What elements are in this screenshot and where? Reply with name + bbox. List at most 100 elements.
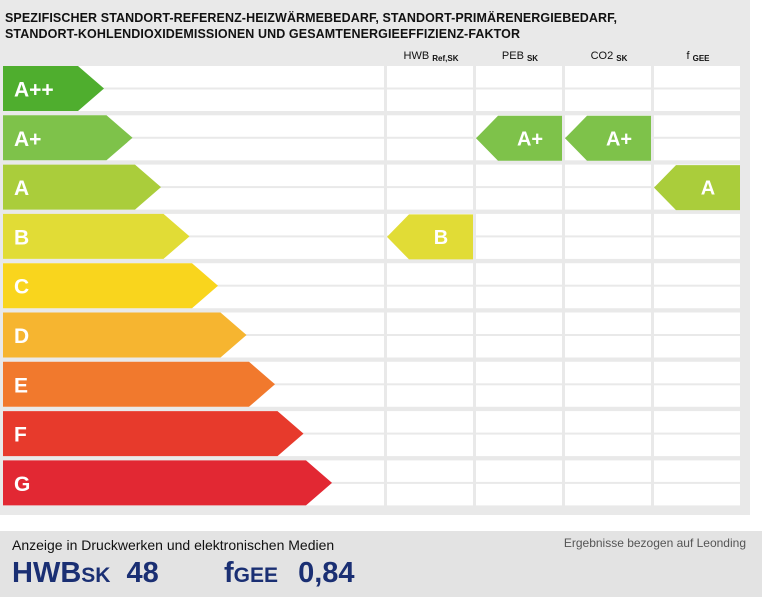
grid-cell	[476, 385, 562, 407]
class-label-a: A	[14, 177, 29, 200]
grid-cell	[387, 460, 473, 482]
grid-cell	[654, 411, 740, 433]
energy-class-chart: A++ A+ A B C D E F G B A+ A+ A	[3, 66, 740, 506]
class-arrow-g	[3, 460, 332, 506]
grid-cell	[565, 237, 651, 259]
grid-cell	[476, 66, 562, 88]
class-arrow-c	[3, 263, 218, 309]
grid-cell	[654, 460, 740, 482]
grid-cell	[387, 263, 473, 285]
class-arrow-f	[3, 411, 304, 457]
hwb-summary: HWBSK 48	[12, 557, 159, 590]
column-header-co2: CO2 SK	[565, 50, 653, 63]
rating-marker-label-peb: A+	[517, 128, 543, 150]
hwb-summary-label: HWB	[12, 557, 82, 589]
grid-cell	[476, 286, 562, 309]
grid-cell	[565, 286, 651, 309]
column-header-peb-name: PEB	[501, 50, 524, 62]
fgee-summary-sub: GEE	[233, 564, 279, 587]
grid-cell	[387, 115, 473, 137]
grid-cell	[476, 361, 562, 384]
rating-marker-label-hwb: B	[434, 227, 448, 249]
rating-marker-label-f: A	[701, 178, 715, 200]
class-label-aplus: A+	[14, 128, 41, 151]
grid-cell	[654, 263, 740, 285]
class-label-c: C	[14, 276, 29, 299]
footer-caption: Anzeige in Druckwerken und elektronische…	[12, 537, 335, 553]
grid-cell-label-col	[3, 66, 384, 88]
grid-cell	[654, 115, 740, 137]
column-header-peb: PEB SK	[476, 50, 564, 63]
class-label-b: B	[14, 226, 29, 249]
column-header-co2-name: CO2	[590, 50, 614, 62]
class-arrow-d	[3, 312, 247, 358]
title-line-2: STANDORT-KOHLENDIOXIDEMISSIONEN UND GESA…	[5, 27, 521, 41]
column-header-hwb-sub: Ref,SK	[432, 54, 459, 63]
grid-cell	[565, 483, 651, 506]
grid-cell	[476, 411, 562, 433]
grid-cell	[565, 66, 651, 88]
grid-cell	[565, 188, 651, 210]
grid-cell	[387, 483, 473, 506]
grid-cell	[565, 411, 651, 433]
grid-cell	[387, 385, 473, 407]
fgee-summary: fGEE 0,84	[224, 557, 355, 590]
class-arrow-aplus	[3, 115, 133, 161]
column-header-fgee-name: f	[686, 50, 690, 62]
grid-cell	[654, 237, 740, 259]
grid-cell	[654, 385, 740, 407]
grid-cell	[387, 138, 473, 161]
grid-cell	[387, 434, 473, 457]
grid-cell	[565, 263, 651, 285]
fgee-summary-label: f	[224, 557, 234, 589]
grid-cell	[565, 361, 651, 384]
grid-cell	[654, 312, 740, 334]
grid-cell	[654, 336, 740, 358]
grid-cell	[476, 312, 562, 334]
title-line-1: SPEZIFISCHER STANDORT-REFERENZ-HEIZWÄRME…	[5, 11, 618, 25]
grid-cell	[654, 361, 740, 384]
grid-cell	[476, 89, 562, 111]
grid-cell	[476, 434, 562, 457]
grid-cell	[565, 385, 651, 407]
grid-cell	[476, 263, 562, 285]
grid-cell	[654, 66, 740, 88]
grid-cell	[387, 361, 473, 384]
class-arrow-a	[3, 164, 161, 210]
grid-cell	[654, 213, 740, 236]
column-header-co2-sub: SK	[616, 54, 628, 63]
grid-cell	[654, 138, 740, 161]
summary-footer: Anzeige in Druckwerken und elektronische…	[0, 531, 762, 597]
grid-cell	[565, 89, 651, 111]
rating-marker-f	[654, 165, 740, 211]
rating-marker-peb	[476, 115, 562, 161]
rating-marker-label-co2: A+	[606, 128, 632, 150]
grid-cell	[387, 66, 473, 88]
grid-cell	[654, 434, 740, 457]
hwb-summary-value: 48	[126, 557, 159, 589]
grid-cell-label-col	[3, 89, 384, 111]
grid-cell	[565, 164, 651, 187]
grid-cell	[654, 286, 740, 309]
class-label-g: G	[14, 473, 30, 496]
grid-cell	[565, 460, 651, 482]
column-header-fgee: f GEE	[654, 50, 742, 63]
class-arrow-aplusplus	[3, 66, 104, 111]
grid-cell	[476, 213, 562, 236]
class-label-e: E	[14, 374, 28, 397]
grid-cell	[476, 336, 562, 358]
grid-cell	[565, 336, 651, 358]
column-header-peb-sub: SK	[526, 54, 539, 63]
class-arrow-e	[3, 361, 275, 407]
grid-cell	[476, 460, 562, 482]
column-header-fgee-sub: GEE	[692, 54, 710, 63]
column-header-hwb-name: HWB	[403, 50, 430, 62]
grid-cell	[387, 188, 473, 210]
grid-cell	[387, 336, 473, 358]
class-label-aplusplus: A++	[14, 79, 54, 102]
grid-cell	[476, 237, 562, 259]
class-label-d: D	[14, 325, 29, 348]
footer-location-note: Ergebnisse bezogen auf Leonding	[563, 536, 746, 550]
grid-cell	[476, 188, 562, 210]
grid-cell	[387, 312, 473, 334]
